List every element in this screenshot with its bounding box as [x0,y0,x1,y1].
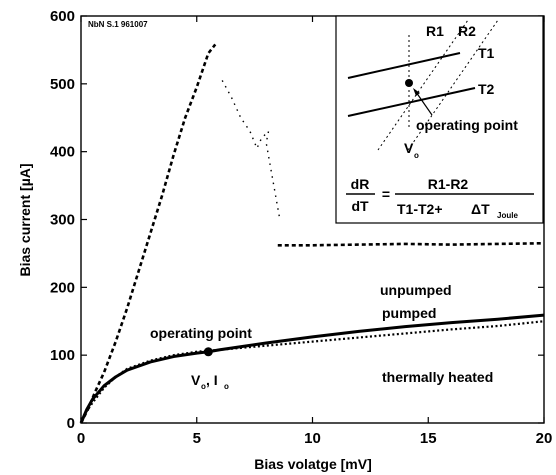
formula-t1-t2: T1-T2+ [397,201,443,217]
formula-dt: dT [351,198,369,214]
x-tick-label: 0 [77,430,85,447]
inset-v: V [404,140,414,156]
unpumped-label: unpumped [380,282,452,298]
y-tick-label: 100 [50,347,75,364]
inset-arrow-line [415,91,433,116]
op-v-sub: o [201,382,206,391]
inset-r2: R2 [458,23,476,39]
inset-r1: R1 [426,23,444,39]
thermally-heated-label: thermally heated [382,369,493,385]
y-tick-label: 500 [50,76,75,93]
formula-dr: dR [351,176,370,192]
series-unpumped-line [79,43,217,424]
op-i-sub: o [224,382,229,391]
inset-operating-point-marker [405,79,413,87]
y-tick-label: 200 [50,279,75,296]
x-tick-label: 15 [420,430,437,447]
inset-operating-point: operating point [416,117,518,133]
inset-v-sub: o [414,151,419,160]
x-tick-label: 10 [304,430,321,447]
operating-point-marker [203,347,213,357]
pumped-label: pumped [382,305,436,321]
inset-t1: T1 [478,45,495,61]
inset-r1-line [377,19,469,151]
series-thermally-heated-line [80,320,545,421]
inset-arrow-head [413,88,420,96]
inset-t2-line [347,87,476,117]
inset-r2-line [407,19,499,151]
x-axis-label: Bias volatge [mV] [254,456,371,472]
series-unpumped-tail-line [277,241,545,247]
op-i: , I [206,372,218,388]
sample-label: NbN S.1 961007 [88,20,148,29]
y-tick-label: 400 [50,144,75,161]
formula-joule: Joule [497,211,518,220]
inset-t1-line [347,52,461,79]
op-v: V [191,372,201,388]
inset-frame [335,15,544,224]
inset-t2: T2 [478,81,495,97]
y-tick-label: 0 [67,415,75,432]
formula-r1-r2: R1-R2 [428,176,469,192]
formula-delta-t: ΔT [471,201,490,217]
y-tick-label: 300 [50,212,75,229]
series-unstable-region-line [221,80,281,221]
formula-equals: = [382,186,390,202]
operating-point-coords: V o , I o [191,372,229,391]
operating-point-label: operating point [150,325,252,341]
inset-panel: R1 R2 T1 T2 operating point V o dR dT = … [335,15,544,224]
y-axis-label: Bias current [µA] [17,163,33,276]
x-tick-label: 20 [536,430,553,447]
y-tick-label: 600 [50,8,75,25]
x-tick-label: 5 [193,430,201,447]
